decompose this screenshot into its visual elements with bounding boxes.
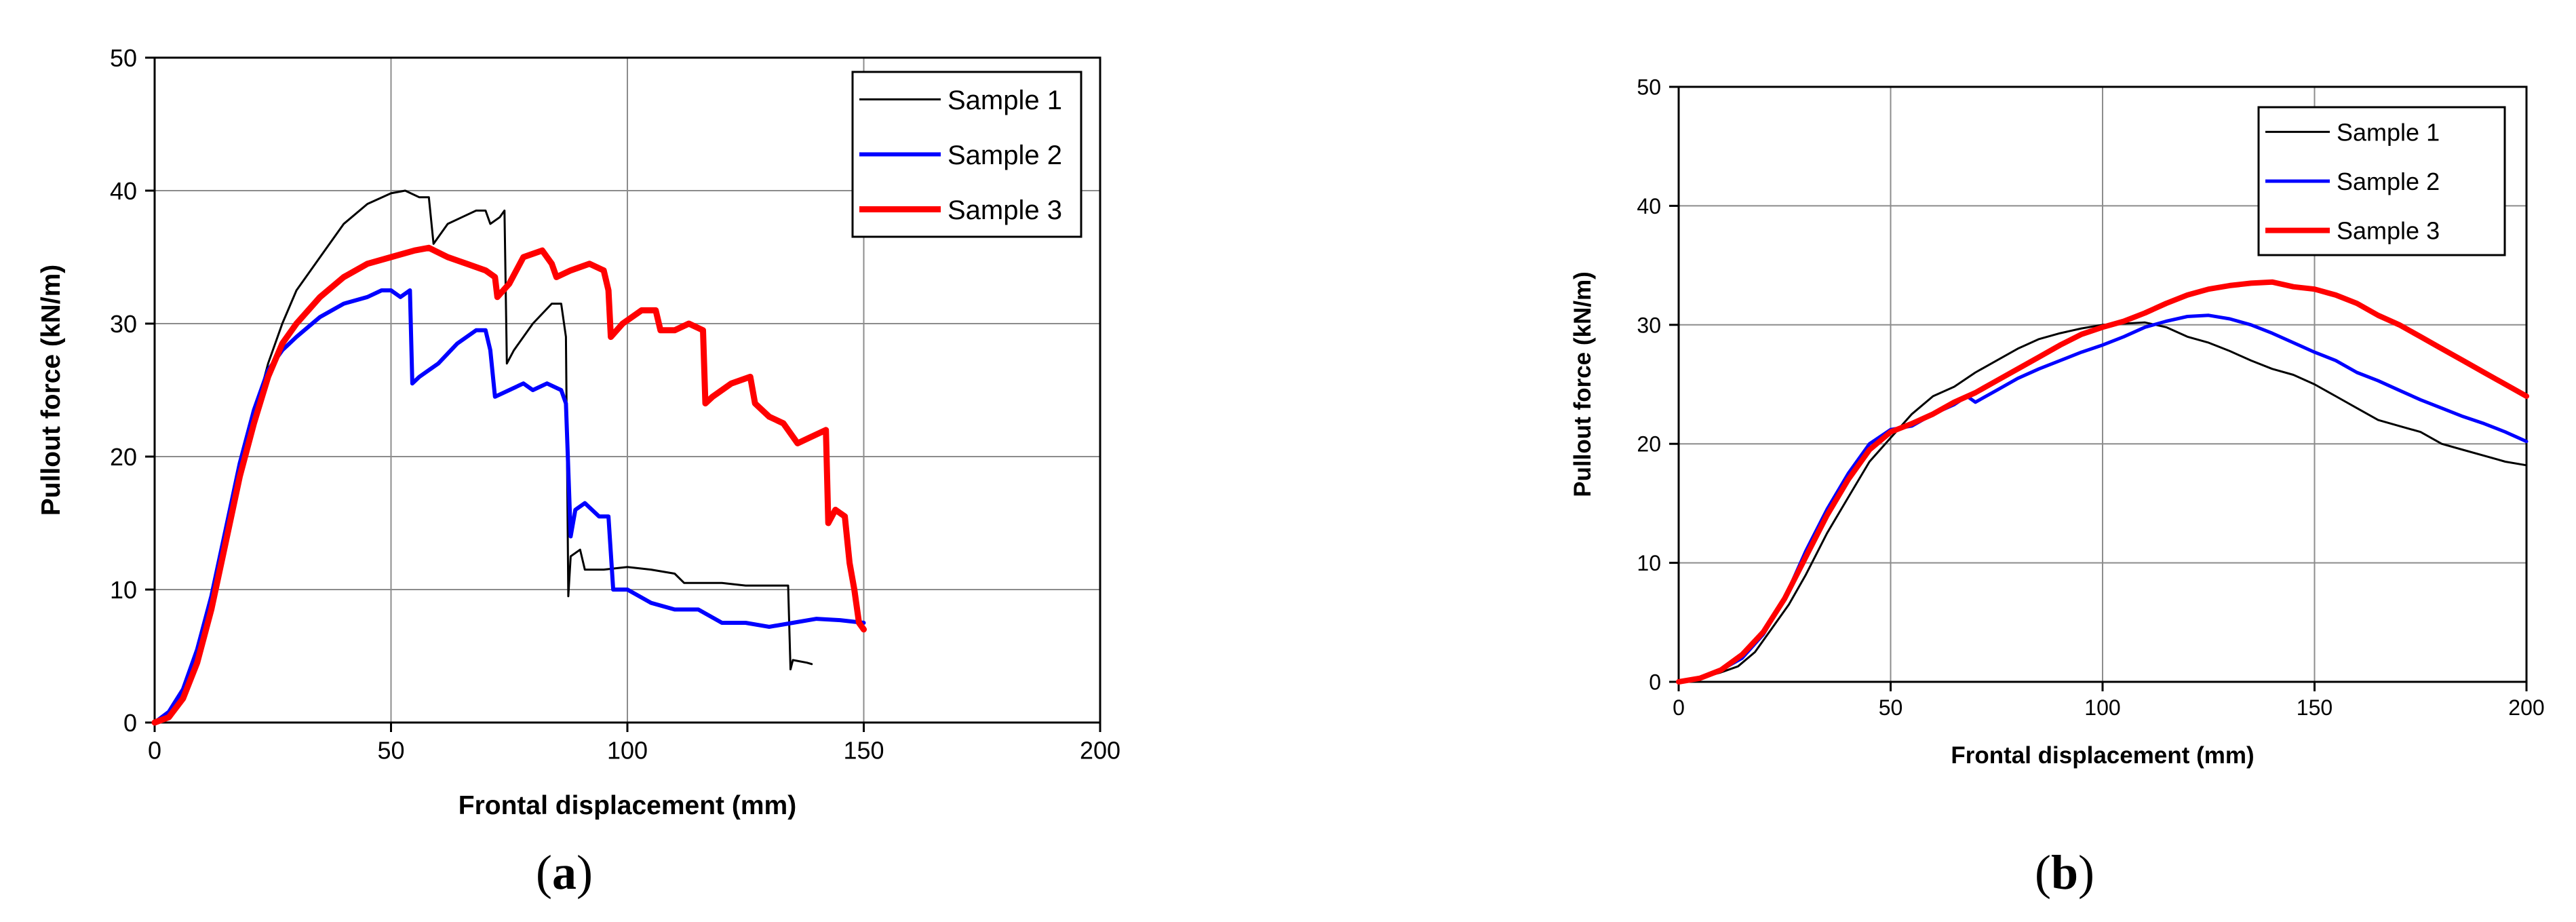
chart-b-series-line-sample-1	[1677, 321, 2528, 683]
chart-a-x-tick-label: 0	[148, 737, 161, 765]
chart-b-x-tick-label: 50	[1879, 695, 1903, 720]
chart-a-y-tick-label: 0	[123, 709, 137, 737]
panel-label-a: (a)	[536, 845, 593, 900]
chart-a-x-tick-label: 100	[607, 737, 648, 765]
chart-b-series-line-sample-3	[1676, 279, 2529, 685]
chart-b-y-tick-label: 10	[1637, 551, 1661, 575]
chart-a-y-axis-title: Pullout force (kN/m)	[37, 265, 66, 516]
chart-b-y-tick-label: 30	[1637, 313, 1661, 337]
panel-label-b: (b)	[2035, 845, 2095, 900]
chart-b-legend-label-sample-3: Sample 3	[2337, 217, 2440, 245]
chart-b-x-tick-label: 150	[2297, 695, 2333, 720]
chart-b-x-axis-title: Frontal displacement (mm)	[1951, 742, 2254, 769]
chart-a-y-tick-label: 20	[110, 443, 137, 471]
chart-b-x-tick-label: 0	[1673, 695, 1685, 720]
chart-b-x-tick-label: 200	[2508, 695, 2544, 720]
chart-b-y-tick-label: 0	[1649, 670, 1661, 695]
chart-a-legend-label-sample-1: Sample 1	[948, 85, 1062, 115]
chart-a-y-tick-label: 50	[110, 44, 137, 72]
chart-b-legend-label-sample-2: Sample 2	[2337, 168, 2440, 195]
chart-b-y-tick-label: 40	[1637, 194, 1661, 218]
chart-b-x-tick-label: 100	[2084, 695, 2120, 720]
chart-a-legend-label-sample-3: Sample 3	[948, 195, 1062, 225]
chart-b-legend-label-sample-1: Sample 1	[2337, 118, 2440, 146]
chart-a-series-line-sample-3	[151, 244, 867, 726]
chart-a-x-axis-title: Frontal displacement (mm)	[458, 791, 796, 820]
chart-b-y-axis-title: Pullout force (kN/m)	[1569, 271, 1596, 497]
chart-b-y-tick-label: 50	[1637, 75, 1661, 100]
chart-a-y-tick-label: 40	[110, 177, 137, 205]
chart-a-legend-label-sample-2: Sample 2	[948, 140, 1062, 170]
chart-a-x-tick-label: 150	[843, 737, 884, 765]
chart-a-x-tick-label: 200	[1080, 737, 1120, 765]
chart-a-series-line-sample-1	[153, 189, 813, 724]
chart-a-x-tick-label: 50	[377, 737, 404, 765]
chart-b-y-tick-label: 20	[1637, 432, 1661, 457]
chart-a-y-tick-label: 10	[110, 576, 137, 604]
chart-a-y-tick-label: 30	[110, 310, 137, 338]
